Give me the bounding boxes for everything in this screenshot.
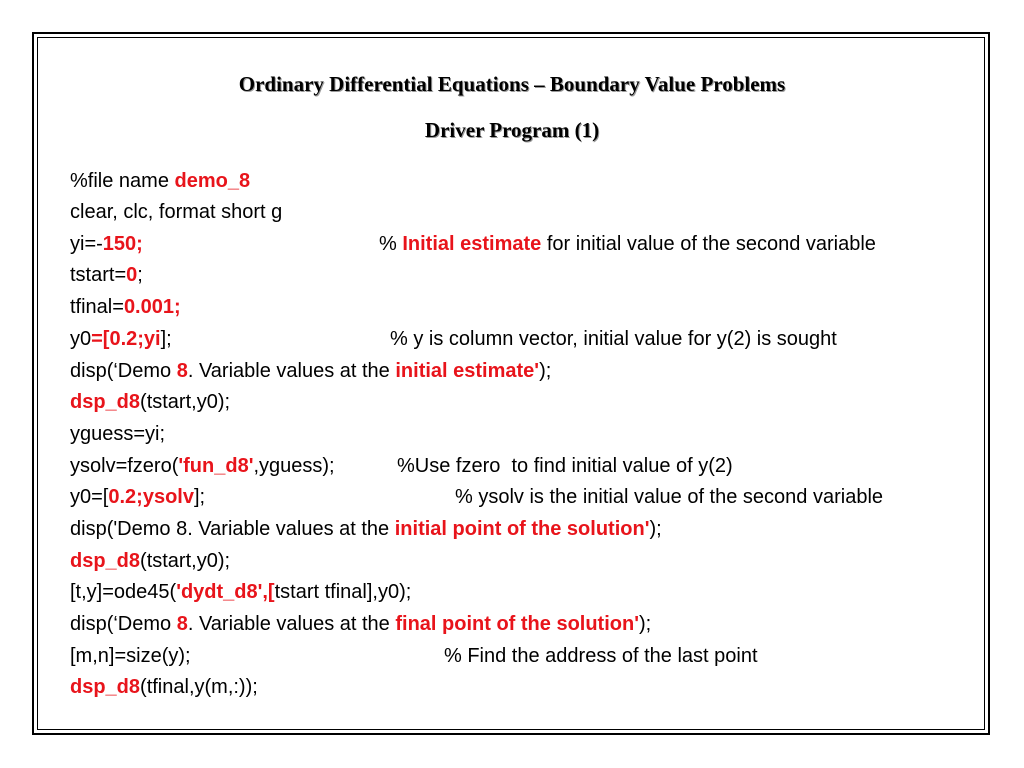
code-text: ); (638, 613, 652, 635)
code-text: [t,y]=ode45( (70, 581, 177, 603)
code-line: [m,n]=size(y); % Find the address of the … (70, 645, 758, 675)
code-line: tfinal=0.001; (70, 296, 181, 326)
code-comment: % y is column vector, initial value for … (390, 328, 837, 351)
code-text: [m,n]=size(y); (70, 645, 191, 667)
code-line: y0=[0.2;yi]; % y is column vector, initia… (70, 328, 837, 358)
code-line: disp('Demo 8. Variable values at the ini… (70, 518, 662, 548)
highlighted-code: 8 (176, 613, 188, 635)
code-comment: % Initial estimate for initial value of … (379, 233, 876, 256)
highlighted-code: 8 (176, 360, 188, 382)
code-text: ; (137, 264, 143, 286)
code-text: clear, clc, format short g (70, 201, 283, 223)
slide-border-outer (32, 32, 990, 735)
comment-text: for initial value of the second variable (541, 233, 876, 255)
highlighted-code: demo_8 (174, 170, 251, 192)
highlighted-code: dsp_d8 (70, 391, 141, 413)
code-text: (tstart,y0); (140, 550, 231, 572)
highlighted-code: 0.2;ysolv (108, 486, 194, 508)
code-line: yi=-150;% Initial estimate for initial v… (70, 233, 876, 263)
code-text: ysolv=fzero( (70, 455, 179, 477)
highlighted-code: 0.001; (123, 296, 181, 318)
comment-text: % Find the address of the last point (444, 645, 758, 667)
code-line: yguess=yi; (70, 423, 165, 453)
highlighted-code: dsp_d8 (70, 676, 141, 698)
code-text: disp(‘Demo (70, 613, 177, 635)
code-text: . Variable values at the (187, 613, 396, 635)
highlighted-comment: Initial estimate (402, 233, 542, 255)
comment-text: % (379, 233, 403, 255)
code-text: (tstart,y0); (140, 391, 231, 413)
code-text: ]; (193, 486, 206, 508)
highlighted-code: 'dydt_d8',[ (176, 581, 275, 603)
code-text: tfinal= (70, 296, 124, 318)
highlighted-code: 0 (126, 264, 138, 286)
slide-subtitle: Driver Program (1) (424, 118, 600, 142)
code-line: tstart=0; (70, 264, 143, 294)
highlighted-code: 150; (102, 233, 143, 255)
highlighted-code: initial estimate' (395, 360, 540, 382)
code-comment: % Find the address of the last point (444, 645, 758, 668)
highlighted-code: final point of the solution' (395, 613, 639, 635)
code-comment: %Use fzero to find initial value of y(2) (397, 455, 733, 478)
code-line: disp(‘Demo 8. Variable values at the ini… (70, 360, 551, 390)
comment-text: %Use fzero to find initial value of y(2) (397, 455, 733, 477)
code-text: y0=[ (70, 486, 109, 508)
slide-title: Ordinary Differential Equations – Bounda… (238, 72, 786, 96)
code-line: %file name demo_8 (70, 170, 250, 200)
code-text: disp(‘Demo (70, 360, 177, 382)
code-text: yi=- (70, 233, 103, 255)
code-text: ); (649, 518, 662, 540)
code-line: dsp_d8(tstart,y0); (70, 391, 230, 421)
code-line: ysolv=fzero('fun_d8',yguess); %Use fzero … (70, 455, 733, 485)
code-text: y0 (70, 328, 92, 350)
code-line: dsp_d8(tstart,y0); (70, 550, 230, 580)
comment-text: % ysolv is the initial value of the seco… (455, 486, 884, 508)
comment-text: % y is column vector, initial value for … (390, 328, 837, 350)
highlighted-code: dsp_d8 (70, 550, 141, 572)
code-line: disp(‘Demo 8. Variable values at the fin… (70, 613, 651, 643)
code-text: %file name (70, 170, 175, 192)
code-line: clear, clc, format short g (70, 201, 282, 231)
code-text: disp('Demo 8. Variable values at the (70, 518, 395, 540)
highlighted-code: 'fun_d8' (178, 455, 254, 477)
highlighted-code: =[0.2;yi (91, 328, 161, 350)
code-text: . Variable values at the (187, 360, 396, 382)
code-comment: % ysolv is the initial value of the seco… (455, 486, 883, 509)
code-text: tstart tfinal],y0); (274, 581, 412, 603)
highlighted-code: initial point of the solution' (394, 518, 650, 540)
code-text: ); (539, 360, 552, 382)
code-line: dsp_d8(tfinal,y(m,:)); (70, 676, 258, 706)
code-text: tstart= (70, 264, 127, 286)
code-line: y0=[0.2;ysolv]; % ysolv is the initial va… (70, 486, 883, 516)
code-text: ,yguess); (253, 455, 335, 477)
code-text: yguess=yi; (70, 423, 166, 445)
code-text: (tfinal,y(m,:)); (140, 676, 258, 698)
code-text: ]; (160, 328, 172, 350)
code-line: [t,y]=ode45('dydt_d8',[tstart tfinal],y0… (70, 581, 411, 611)
slide-border-inner (37, 37, 985, 730)
